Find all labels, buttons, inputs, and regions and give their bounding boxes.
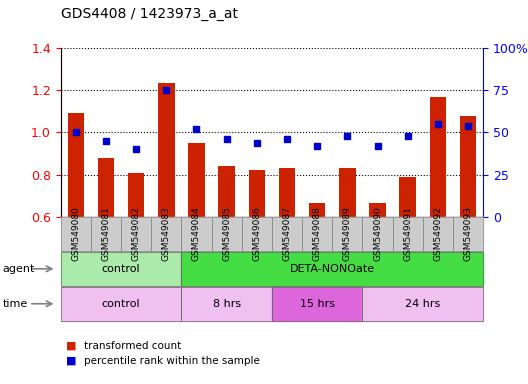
Bar [399,177,416,217]
Text: 15 hrs: 15 hrs [300,299,335,309]
Text: GSM549084: GSM549084 [192,207,201,261]
Bar [249,170,265,217]
Text: GSM549091: GSM549091 [403,207,412,261]
Text: GSM549093: GSM549093 [464,207,473,261]
Bar [158,83,175,217]
Text: GDS4408 / 1423973_a_at: GDS4408 / 1423973_a_at [61,7,238,21]
Text: control: control [102,299,140,309]
Text: control: control [102,264,140,274]
Bar [98,158,114,217]
Text: GSM549086: GSM549086 [252,207,261,261]
Text: 8 hrs: 8 hrs [213,299,241,309]
Text: ■: ■ [66,356,77,366]
Text: GSM549083: GSM549083 [162,207,171,261]
Text: 24 hrs: 24 hrs [405,299,440,309]
Bar [219,166,235,217]
Text: GSM549088: GSM549088 [313,207,322,261]
Bar [460,116,476,217]
Text: percentile rank within the sample: percentile rank within the sample [84,356,260,366]
Text: GSM549080: GSM549080 [71,207,80,261]
Text: transformed count: transformed count [84,341,182,351]
Text: agent: agent [3,264,35,274]
Text: GSM549087: GSM549087 [282,207,291,261]
Text: time: time [3,299,28,309]
Text: GSM549081: GSM549081 [101,207,110,261]
Text: GSM549090: GSM549090 [373,207,382,261]
Bar [128,173,145,217]
Bar [279,169,295,217]
Bar [430,97,446,217]
Text: ■: ■ [66,341,77,351]
Bar [68,114,84,217]
Bar [188,143,205,217]
Text: DETA-NONOate: DETA-NONOate [290,264,375,274]
Bar [369,203,386,217]
Text: GSM549089: GSM549089 [343,207,352,261]
Text: GSM549082: GSM549082 [131,207,140,261]
Bar [309,203,325,217]
Bar [339,169,356,217]
Text: GSM549085: GSM549085 [222,207,231,261]
Text: GSM549092: GSM549092 [433,207,442,261]
